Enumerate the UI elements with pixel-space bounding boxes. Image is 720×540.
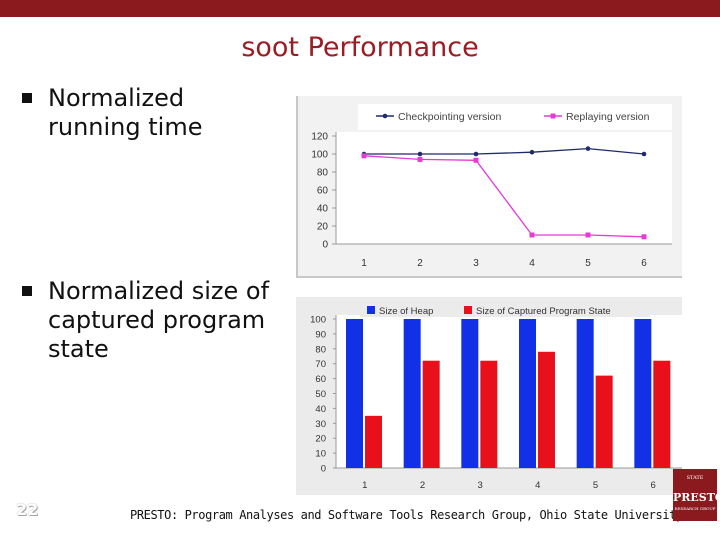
data-point xyxy=(417,151,423,157)
data-point xyxy=(417,156,423,162)
presto-logo: STATE PRESTO RESEARCH GROUP xyxy=(673,469,720,521)
data-point xyxy=(361,153,367,159)
y-tick-label: 40 xyxy=(315,404,326,415)
data-point xyxy=(473,157,479,163)
data-point xyxy=(585,232,591,238)
data-point xyxy=(585,146,591,151)
data-point xyxy=(641,234,647,240)
footer-text: PRESTO: Program Analyses and Software To… xyxy=(130,508,683,522)
x-tick-label: 4 xyxy=(535,480,540,491)
legend-swatch xyxy=(367,306,375,314)
bar-heap xyxy=(403,319,421,468)
legend-marker xyxy=(382,113,388,119)
data-point xyxy=(473,151,479,157)
bar-heap xyxy=(634,319,652,468)
y-tick-label: 40 xyxy=(317,204,329,215)
x-tick-label: 3 xyxy=(473,258,479,269)
legend-swatch xyxy=(464,306,472,314)
y-tick-label: 80 xyxy=(315,344,326,355)
bullet-line: Normalized size of xyxy=(48,277,270,305)
legend-box xyxy=(358,104,672,130)
bullet-captured-size: Normalized size of captured program stat… xyxy=(22,277,269,364)
logo-line: STATE xyxy=(686,475,704,481)
bar-captured-state xyxy=(595,375,613,468)
y-tick-label: 20 xyxy=(317,222,329,233)
data-point xyxy=(641,151,647,157)
slide-number: 22 xyxy=(16,500,39,519)
slide-title: soot Performance xyxy=(241,32,479,63)
chart-border-bottom xyxy=(296,276,682,278)
x-tick-label: 5 xyxy=(593,480,598,491)
legend-label: Replaying version xyxy=(566,111,650,123)
bullet-square-icon xyxy=(22,93,32,103)
bar-captured-state xyxy=(422,360,440,468)
x-tick-label: 3 xyxy=(478,480,483,491)
bar-captured-state xyxy=(538,351,555,468)
bullet-line: state xyxy=(48,335,109,363)
legend-box xyxy=(360,303,650,317)
x-tick-label: 1 xyxy=(362,480,367,491)
y-tick-label: 60 xyxy=(315,374,326,385)
y-tick-label: 0 xyxy=(322,240,328,251)
x-tick-label: 2 xyxy=(417,258,423,269)
legend-label: Checkpointing version xyxy=(398,111,501,123)
x-tick-label: 6 xyxy=(641,258,647,269)
series-line-checkpointing xyxy=(364,147,645,155)
y-tick-label: 50 xyxy=(315,389,326,400)
x-tick-label: 1 xyxy=(361,258,367,269)
y-tick-label: 10 xyxy=(315,449,326,460)
bullet-running-time: Normalized running time xyxy=(22,84,202,142)
bullet-line: running time xyxy=(48,113,203,141)
bar-captured-state xyxy=(653,360,671,468)
bar-heap xyxy=(519,319,536,468)
y-tick-label: 120 xyxy=(311,132,328,143)
y-tick-label: 90 xyxy=(315,329,326,340)
legend-label: Size of Heap xyxy=(379,306,433,317)
x-tick-label: 6 xyxy=(651,480,656,491)
plot-area xyxy=(336,315,682,468)
bullet-line: captured program xyxy=(48,306,266,334)
plot-area xyxy=(336,132,672,244)
x-tick-label: 5 xyxy=(585,258,591,269)
chart-border-left xyxy=(296,96,298,278)
bar-heap xyxy=(461,319,479,468)
y-tick-label: 100 xyxy=(310,315,326,326)
bar-heap xyxy=(576,319,594,468)
y-tick-label: 100 xyxy=(311,150,328,161)
bar-captured-state xyxy=(365,415,382,468)
x-tick-label: 2 xyxy=(420,480,425,491)
logo-line: PRESTO xyxy=(673,491,720,504)
data-point xyxy=(529,149,535,155)
y-tick-label: 70 xyxy=(315,359,326,370)
y-tick-label: 30 xyxy=(315,419,326,430)
y-tick-label: 60 xyxy=(317,186,329,197)
legend-marker xyxy=(550,113,556,119)
bullet-square-icon xyxy=(22,286,32,296)
captured-state-bar-chart: Size of Heap Size of Captured Program Sta… xyxy=(296,297,682,495)
y-tick-label: 80 xyxy=(317,168,329,179)
series-line-replaying xyxy=(363,155,645,238)
y-tick-label: 0 xyxy=(321,464,326,475)
top-accent-bar xyxy=(0,0,720,17)
bar-captured-state xyxy=(480,360,498,468)
data-point xyxy=(529,232,535,238)
logo-line: RESEARCH GROUP xyxy=(674,506,716,511)
bullet-line: Normalized xyxy=(48,84,185,112)
x-tick-label: 4 xyxy=(529,258,535,269)
y-tick-label: 20 xyxy=(315,434,326,445)
running-time-line-chart: Checkpointing version Replaying version 0 2… xyxy=(296,96,682,278)
bar-heap xyxy=(346,319,363,468)
legend-label: Size of Captured Program State xyxy=(476,306,611,317)
